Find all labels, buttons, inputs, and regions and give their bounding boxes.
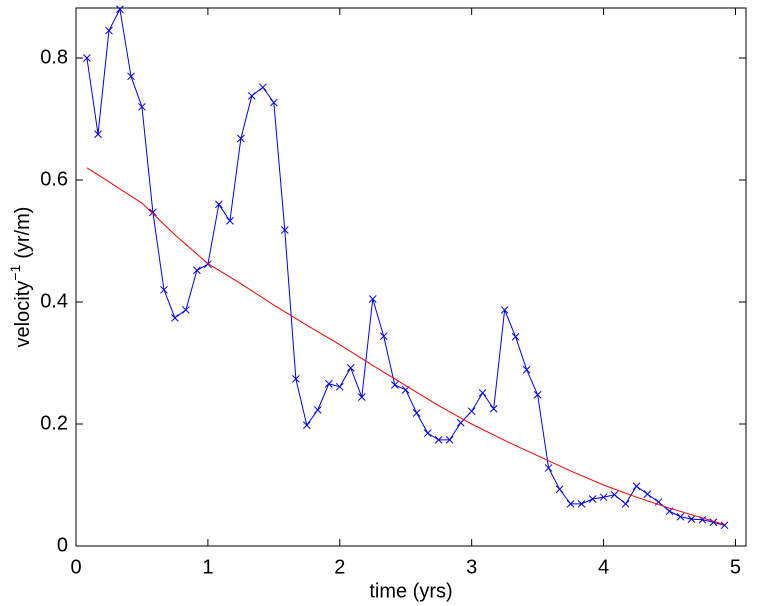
data-marker [522, 365, 531, 374]
data-marker [357, 393, 366, 402]
data-marker [193, 266, 201, 275]
data-marker [292, 375, 300, 383]
data-marker [412, 409, 421, 417]
data-marker [687, 515, 696, 524]
data-marker [346, 364, 355, 372]
data-marker [643, 490, 652, 499]
data-marker [94, 130, 102, 139]
data-marker [577, 500, 586, 508]
data-marker [489, 404, 498, 413]
data-marker [467, 407, 476, 416]
x-tick-label: 2 [334, 556, 345, 578]
data-marker [610, 490, 619, 499]
plot-frame [75, 7, 747, 547]
data-marker [500, 306, 509, 314]
data-marker [237, 134, 245, 143]
x-axis-label: time (yrs) [369, 580, 452, 602]
x-tick-label: 1 [202, 556, 213, 578]
data-marker [324, 379, 333, 388]
data-marker [423, 429, 432, 438]
y-tick-label: 0.8 [40, 46, 68, 68]
data-marker [654, 498, 663, 506]
y-label-unit: (yr/m) [12, 207, 34, 259]
data-marker [445, 436, 454, 444]
data-marker [621, 500, 630, 508]
data-marker [182, 306, 190, 314]
data-marker [313, 406, 322, 414]
x-tick-label: 5 [730, 556, 741, 578]
data-marker [720, 521, 729, 530]
data-marker [269, 98, 278, 107]
y-tick-label: 0.2 [40, 412, 68, 434]
data-marker [214, 200, 223, 209]
data-marker [83, 54, 91, 62]
y-label-base: velocity [12, 281, 34, 348]
data-marker [566, 500, 575, 508]
data-marker [280, 226, 289, 234]
y-tick-label: 0.6 [40, 168, 68, 190]
y-label-superscript: −1 [7, 265, 23, 281]
data-marker [478, 389, 487, 397]
series-line [86, 167, 725, 526]
x-tick-label: 4 [598, 556, 609, 578]
data-marker [434, 436, 443, 444]
data-marker [335, 382, 344, 391]
data-marker [160, 285, 168, 294]
data-marker [171, 314, 179, 322]
data-marker [116, 5, 124, 14]
data-marker [138, 102, 146, 111]
y-axis-label: velocity−1 (yr/m) [7, 207, 35, 348]
data-marker [533, 390, 542, 399]
data-marker [599, 493, 608, 502]
data-marker [247, 91, 256, 100]
data-marker [588, 495, 597, 503]
data-marker [259, 83, 267, 92]
data-marker [676, 512, 685, 521]
y-tick-label: 0 [57, 534, 68, 556]
data-marker [456, 418, 465, 427]
y-tick-label: 0.4 [40, 290, 68, 312]
data-marker [127, 72, 135, 81]
data-marker [511, 332, 520, 341]
data-marker [226, 217, 234, 225]
data-marker [390, 381, 399, 389]
x-tick-label: 0 [70, 556, 81, 578]
data-marker [368, 295, 377, 303]
data-marker [379, 332, 388, 341]
data-marker [555, 485, 564, 494]
data-marker [149, 208, 157, 217]
data-marker [302, 421, 311, 430]
data-marker [105, 26, 113, 35]
data-marker [544, 464, 553, 472]
x-tick-label: 3 [466, 556, 477, 578]
data-marker [709, 518, 718, 527]
data-marker [632, 482, 641, 491]
